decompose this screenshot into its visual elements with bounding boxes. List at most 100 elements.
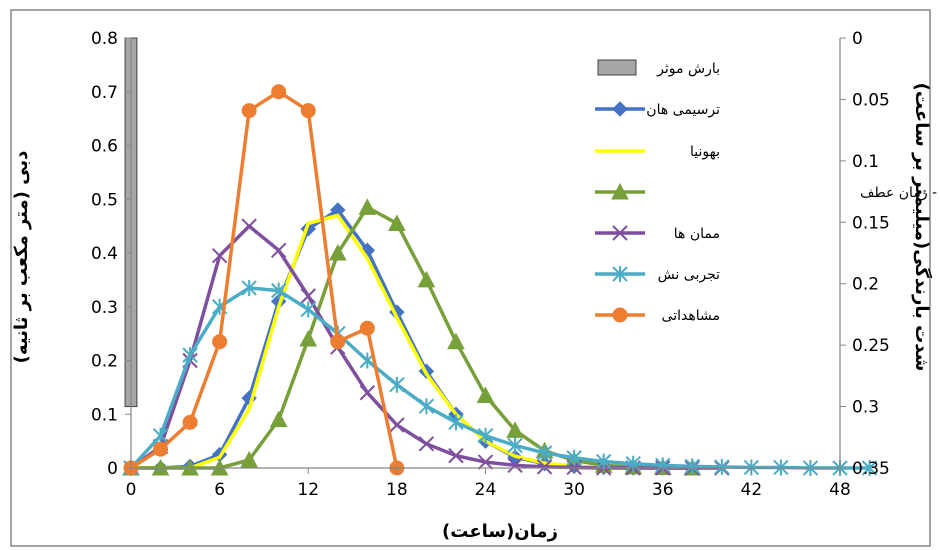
legend-item-5: تجربی نش — [595, 266, 720, 283]
legend-item-3: زمان اوج - زمان عطف — [595, 182, 940, 201]
series-5-point-4 — [241, 103, 257, 119]
series-4-point-19 — [684, 458, 700, 475]
x-axis-title: زمان(ساعت) — [442, 521, 558, 542]
series-2-point-12 — [476, 386, 495, 403]
x-tick-label-0: 0 — [126, 480, 137, 500]
axes: 0 6 12 18 24 30 36 42 48 0 0.1 0.2 0.3 0.4 0.5 0.6 0.7 0.… — [91, 29, 890, 500]
y-left-tick-label-1: 0.1 — [91, 405, 118, 425]
series-line-4 — [129, 286, 870, 470]
series-4-point-25 — [861, 460, 878, 476]
series-2-point-6 — [299, 329, 318, 347]
y-axis-left-title: دبی (متر مکعب بر ثانیه) — [11, 151, 32, 364]
x-tick-label-4: 24 — [475, 480, 497, 500]
series-3-point-8 — [359, 385, 376, 401]
legend: بارش موثر ترسیمی هان بهونیا زمان اوج - زمان… — [595, 59, 940, 324]
legend-swatch-0 — [597, 59, 637, 76]
series-5-point-6 — [300, 103, 316, 119]
series-2-point-13 — [506, 421, 524, 438]
x-tick-label-5: 30 — [563, 480, 585, 500]
y-right-tick-label-2: 0.1 — [852, 152, 879, 172]
legend-marker-5 — [612, 266, 628, 282]
series-5-point-3 — [212, 334, 228, 350]
series-3-point-12 — [477, 454, 494, 470]
series-2-point-4 — [240, 450, 258, 468]
legend-label-4: ممان ها — [674, 226, 720, 242]
series-3-point-5 — [271, 242, 287, 259]
series-line-5 — [130, 90, 399, 470]
y-left-tick-label-2: 0.2 — [91, 352, 118, 372]
series-5-point-1 — [153, 441, 169, 457]
series-4-point-11 — [448, 414, 464, 431]
legend-marker-4 — [612, 225, 628, 241]
y-right-tick-label-1: 0.05 — [852, 90, 890, 110]
series-4-point-14 — [536, 444, 553, 461]
legend-marker-1 — [612, 101, 628, 117]
y-right-tick-label-6: 0.3 — [852, 398, 879, 418]
y-right-tick-label-3: 0.15 — [852, 213, 890, 233]
y-left-tick-label-6: 0.6 — [91, 137, 118, 157]
x-tick-label-7: 42 — [741, 480, 763, 500]
series-4-point-6 — [300, 301, 316, 318]
legend-label-1: ترسیمی هان — [646, 102, 720, 118]
y-left-tick-label-3: 0.3 — [91, 298, 118, 318]
series-5-point-8 — [359, 320, 375, 336]
legend-item-2: بهونیا — [595, 144, 720, 160]
y-left-tick-label-8: 0.8 — [91, 29, 118, 49]
series-4-point-9 — [389, 376, 405, 393]
series-2-point-10 — [417, 270, 436, 288]
y-left-tick-label-7: 0.7 — [91, 83, 118, 103]
legend-marker-3 — [611, 182, 629, 200]
legend-label-0: بارش موثر — [656, 61, 720, 77]
series-3-point-13 — [507, 457, 523, 474]
y-left-tick-label-5: 0.5 — [91, 190, 118, 210]
y-right-tick-label-5: 0.25 — [852, 336, 890, 356]
series-4-point-15 — [566, 449, 582, 466]
series-3-point-14 — [536, 459, 553, 475]
legend-label-3: زمان اوج - زمان عطف — [860, 185, 940, 201]
y-right-tick-label-0: 0 — [852, 29, 863, 49]
series-4-point-1 — [152, 427, 169, 444]
series-4-point-10 — [418, 398, 435, 415]
series-2-point-11 — [447, 332, 465, 350]
legend-label-2: بهونیا — [690, 144, 720, 160]
legend-marker-6 — [612, 307, 628, 323]
x-tick-label-3: 18 — [386, 480, 408, 500]
series-4-point-5 — [271, 282, 287, 299]
y-axis-right-title: شدت بارندگی(میلیمتر بر ساعت) — [911, 83, 933, 372]
series-4-point-2 — [182, 347, 198, 364]
series-4-point-16 — [595, 453, 612, 470]
y-left-tick-label-0: 0 — [107, 459, 118, 479]
series-3-point-9 — [389, 417, 405, 433]
series-3-point-6 — [300, 288, 316, 304]
series-4-point-20 — [714, 458, 730, 475]
series-3-point-4 — [241, 218, 257, 234]
legend-label-5: تجربی نش — [658, 267, 721, 283]
series-5-point-7 — [330, 334, 346, 350]
series-3-point-3 — [211, 247, 228, 264]
series-2-point-9 — [388, 214, 406, 231]
y-right-tick-label-7: 0.35 — [852, 459, 890, 479]
series-5-point-5 — [271, 84, 287, 100]
series-4-point-4 — [241, 279, 257, 296]
series-2-point-8 — [358, 198, 377, 215]
y-right-tick-label-4: 0.2 — [852, 275, 879, 295]
y-left-tick-label-4: 0.4 — [91, 244, 118, 264]
legend-item-1: ترسیمی هان — [595, 101, 720, 118]
legend-item-4: ممان ها — [595, 225, 720, 242]
series-3-point-10 — [418, 436, 435, 452]
legend-item-6: مشاهداتی — [595, 307, 720, 324]
series-4-point-13 — [507, 437, 523, 454]
x-tick-label-1: 6 — [214, 480, 225, 500]
legend-label-6: مشاهداتی — [662, 308, 720, 324]
x-tick-label-2: 12 — [297, 480, 319, 500]
series-4-point-12 — [477, 427, 494, 444]
series-2-point-7 — [328, 243, 347, 261]
series-2-point-5 — [269, 410, 288, 428]
x-tick-label-8: 48 — [829, 480, 851, 500]
series-3-point-11 — [448, 447, 464, 464]
x-tick-label-6: 36 — [652, 480, 674, 500]
legend-item-0: بارش موثر — [597, 59, 720, 77]
series-line-2 — [131, 205, 693, 470]
series-5-point-2 — [182, 414, 198, 430]
